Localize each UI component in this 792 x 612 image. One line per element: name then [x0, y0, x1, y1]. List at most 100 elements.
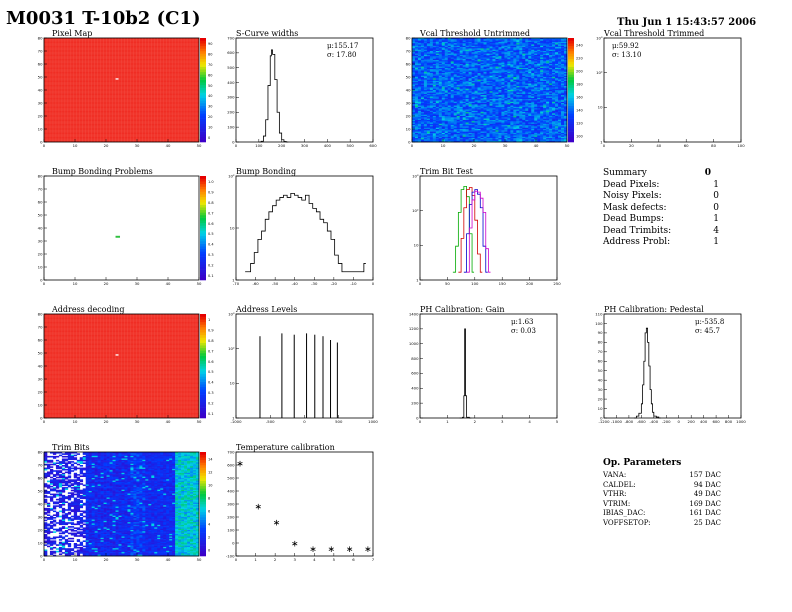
plot-frame — [603, 37, 742, 143]
temperature-calibration-plot: ∗∗∗∗∗ ∗ ∗ ∗0 1 2 3 4 5 6 7-10001002003004005006007… — [226, 449, 375, 562]
ph-pedestal-title: PH Calibration: Pedestal — [604, 305, 704, 314]
param-label: CALDEL: — [603, 480, 636, 489]
y-tick-label: 10 — [38, 540, 43, 545]
colorbar-tick-label: 0.3 — [208, 253, 214, 257]
histogram-line — [258, 49, 289, 143]
summary-row: Mask defects: 0 — [603, 203, 721, 215]
address-levels-title: Address Levels — [236, 305, 298, 314]
colorbar-tick-label: 100 — [576, 135, 583, 139]
y-tick-label: 400 — [411, 386, 419, 391]
y-tick-label: 10 — [38, 402, 43, 407]
trim-bit-test-plot: 0 50 100 150 200 250 1 10 10² 10³ — [412, 173, 561, 286]
colorbar-tick-label: 4 — [208, 523, 211, 527]
colorbar-tick-label: 0.7 — [208, 211, 214, 215]
colorbar-tick-label: 0.1 — [208, 412, 214, 416]
y-tick-label: 110 — [595, 311, 603, 316]
colorbar-tick-label: 0.8 — [208, 201, 214, 205]
y-tick-label: 60 — [38, 199, 43, 204]
x-tick-label: 300 — [301, 143, 309, 148]
vcal-untrimmed-plot: 100 120 140 160 180 200 220 240 0 10 20 30 40 50 0 10 20… — [406, 35, 583, 148]
x-tick-label: -20 — [331, 281, 338, 286]
y-tick-label: 60 — [598, 359, 603, 364]
colorbar-tick-label: 0.2 — [208, 263, 214, 267]
colorbar-tick-label: 40 — [208, 94, 212, 98]
colorbar-tick-label: 2 — [208, 536, 210, 540]
x-tick-label: 50 — [565, 143, 570, 148]
x-tick-label: 60 — [684, 143, 689, 148]
x-tick-label: -800 — [625, 419, 634, 424]
y-tick-label: 10³ — [596, 35, 603, 40]
plot-area — [44, 176, 199, 280]
x-tick-label: 1 — [446, 419, 449, 424]
param-row: VTRIM: 169 DAC — [603, 500, 721, 510]
x-tick-label: 10 — [73, 143, 78, 148]
operating-parameters: Op. Parameters VANA: 157 DAC CALDEL: 94 DAC… — [603, 458, 721, 528]
vcal-trimmed-plot: 0 20 40 60 80 100 1 10 10² 10³ — [596, 35, 745, 148]
summary-row: Dead Bumps: 1 — [603, 214, 721, 226]
plot-area — [420, 314, 557, 418]
dead-pixel — [115, 354, 119, 356]
x-tick-label: 20 — [629, 143, 634, 148]
colorbar-tick-label: 10 — [208, 484, 212, 488]
colorbar-tick-label: 50 — [208, 84, 212, 88]
colorbar-tick-label: 60 — [208, 73, 212, 77]
bump-map-colorbar: 0.1 0.2 0.3 0.4 0.5 0.6 0.7 0.8 0.9 1.0 — [200, 176, 214, 281]
summary-label: Address Probl: — [603, 237, 671, 247]
x-tick-label: -1200 — [598, 419, 610, 424]
y-tick-label: 70 — [406, 48, 411, 53]
summary-value: 4 — [713, 225, 719, 236]
x-tick-label: 100 — [737, 143, 745, 148]
x-tick-label: 3 — [501, 419, 504, 424]
summary-rows: Dead Pixels: 1 Noisy Pixels: 0 Mask defects:… — [603, 180, 721, 249]
colorbar-tick-label: 140 — [576, 109, 583, 113]
x-tick-label: 250 — [553, 281, 561, 286]
ph-gain-stats: μ:1.63 σ: 0.03 — [511, 318, 536, 336]
y-tick-label: 1 — [600, 139, 603, 144]
stat-sigma: σ: 17.80 — [327, 51, 357, 59]
heatmap-cells — [412, 38, 568, 143]
x-tick-label: 150 — [499, 281, 507, 286]
y-tick-label: 60 — [406, 61, 411, 66]
data-point: ∗ — [291, 539, 299, 549]
y-tick-label: 500 — [227, 475, 235, 480]
y-tick-label: 700 — [227, 449, 235, 454]
y-tick-label: 1 — [232, 415, 235, 420]
plot-frame — [419, 175, 558, 281]
temperature-calibration-title: Temperature calibration — [236, 443, 335, 452]
params-rows: VANA: 157 DAC CALDEL: 94 DAC VTHR: 49 DAC VTRI… — [603, 471, 721, 528]
y-tick-label: 800 — [411, 356, 419, 361]
param-value: 25 DAC — [693, 518, 721, 527]
y-tick-label: 10² — [228, 173, 235, 178]
colorbar-tick-label: 0.4 — [208, 381, 214, 385]
y-tick-label: 40 — [38, 87, 43, 92]
pixel-map-colorbar: 0 10 20 30 40 50 60 70 80 90 — [200, 38, 212, 143]
colorbar-tick-label: 70 — [208, 63, 212, 67]
data-point: ∗ — [236, 460, 244, 470]
y-tick-label: 400 — [227, 80, 235, 85]
dead-pixel — [115, 78, 119, 80]
x-tick-label: 50 — [197, 419, 202, 424]
x-tick-label: 20 — [104, 281, 109, 286]
colorbar-tick-label: 200 — [576, 70, 583, 74]
heatmap-cells — [115, 235, 121, 238]
stat-sigma: σ: 45.7 — [695, 327, 720, 335]
histogram-line — [459, 328, 472, 419]
scurve-stats: μ:155.17 σ: 17.80 — [327, 42, 358, 60]
y-tick-label: 40 — [38, 363, 43, 368]
y-tick-label: 30 — [406, 100, 411, 105]
colorbar-tick-label: 0.8 — [208, 339, 214, 343]
colorbar-tick-label: 0.3 — [208, 391, 214, 395]
bump-bonding-plot: -70 -60 -50 -40 -30 -20 -10 0 1 10 10² — [228, 173, 375, 286]
colorbar-tick-label: 10 — [208, 125, 212, 129]
vcal-untrimmed-title: Vcal Threshold Untrimmed — [420, 29, 530, 38]
y-tick-label: 10 — [38, 264, 43, 269]
x-tick-label: 400 — [700, 419, 708, 424]
param-row: VTHR: 49 DAC — [603, 490, 721, 500]
summary-label: Dead Trimbits: — [603, 225, 672, 236]
y-tick-label: -100 — [226, 553, 235, 558]
x-tick-label: 80 — [711, 143, 716, 148]
y-tick-label: 60 — [38, 337, 43, 342]
colorbar-tick-label: 8 — [208, 497, 210, 501]
x-tick-label: 0 — [419, 281, 422, 286]
y-tick-label: 0 — [40, 139, 43, 144]
